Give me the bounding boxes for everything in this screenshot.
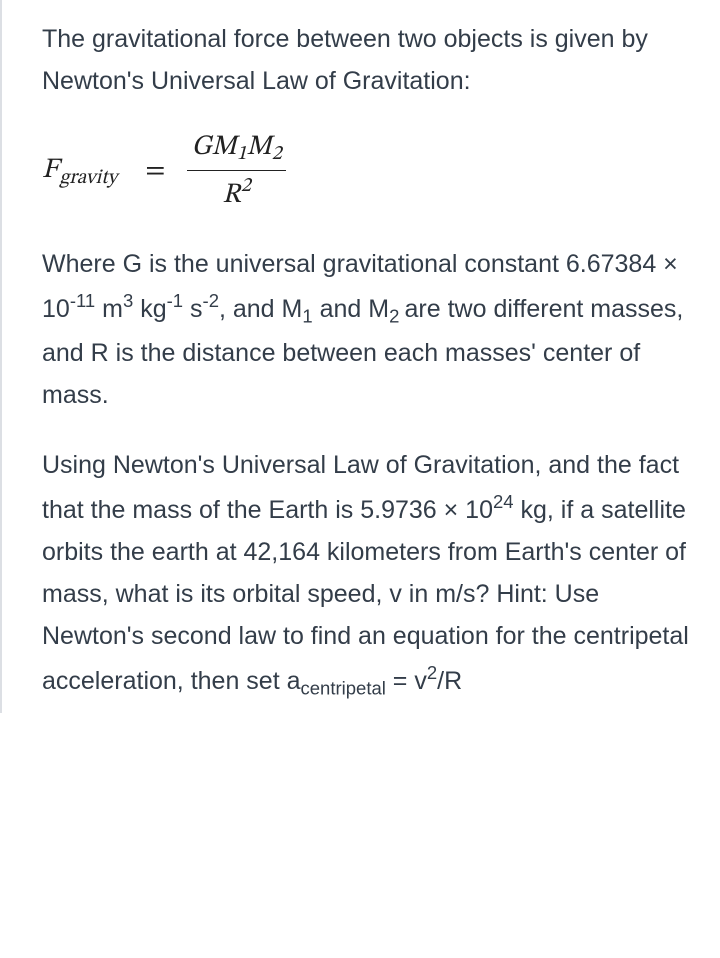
- lhs-subscript: gravity: [58, 168, 117, 188]
- intro-paragraph: The gravitational force between two obje…: [42, 18, 690, 102]
- question-t2: kg, if a satellite orbits the earth at 4…: [42, 496, 689, 695]
- intro-text: The gravitational force between two obje…: [42, 25, 648, 95]
- formula-fraction: GM1M2 R2: [187, 130, 285, 213]
- explain-sub1: 1: [302, 305, 312, 326]
- formula-denominator: R2: [218, 171, 254, 213]
- formula-lhs: Fgravity: [42, 153, 117, 191]
- explain-exp2: 3: [123, 290, 133, 311]
- formula-numerator: GM1M2: [187, 130, 285, 171]
- num-m2-sub: 2: [272, 144, 282, 164]
- explain-sub2: 2: [389, 305, 404, 326]
- gravity-formula: Fgravity = GM1M2 R2: [42, 130, 690, 213]
- explain-t5: , and M: [219, 295, 302, 323]
- den-exp: 2: [241, 176, 251, 196]
- num-m1: M: [212, 133, 237, 161]
- den-r: R: [222, 181, 240, 209]
- question-exp1: 24: [493, 491, 514, 512]
- explain-exp4: -2: [203, 290, 219, 311]
- question-t3: = v: [386, 667, 427, 695]
- num-g: G: [191, 133, 211, 161]
- question-sub1: centripetal: [301, 677, 386, 698]
- explain-t2: m: [95, 295, 123, 323]
- formula-equals: =: [145, 154, 165, 189]
- explain-exp1: -11: [70, 290, 95, 311]
- question-t4: /R: [437, 667, 462, 695]
- question-paragraph: Using Newton's Universal Law of Gravitat…: [42, 444, 690, 704]
- content-container: The gravitational force between two obje…: [0, 0, 720, 713]
- lhs-symbol: F: [42, 156, 58, 184]
- explain-t4: s: [183, 295, 202, 323]
- num-m1-sub: 1: [237, 144, 247, 164]
- question-exp2: 2: [427, 662, 437, 683]
- explanation-paragraph: Where G is the universal gravitational c…: [42, 243, 690, 415]
- explain-exp3: -1: [167, 290, 183, 311]
- explain-t3: kg: [133, 295, 166, 323]
- explain-t6: and M: [313, 295, 389, 323]
- num-m2: M: [247, 133, 272, 161]
